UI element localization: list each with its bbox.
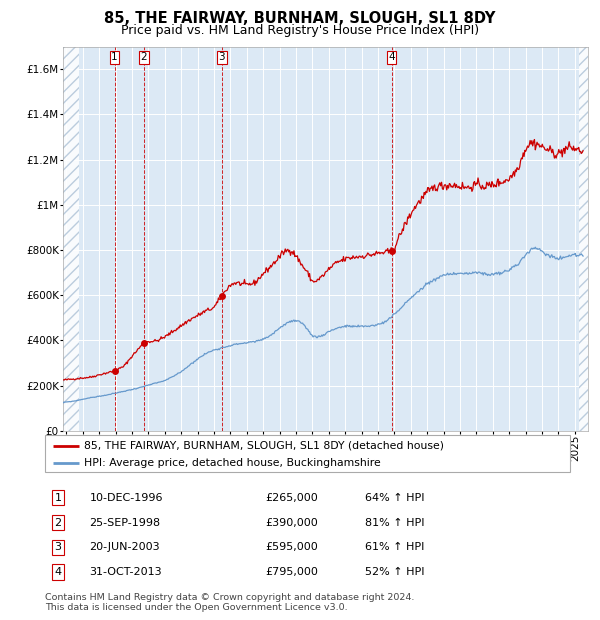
- Text: 1: 1: [111, 52, 118, 62]
- Text: 1: 1: [55, 493, 62, 503]
- Text: Contains HM Land Registry data © Crown copyright and database right 2024.: Contains HM Land Registry data © Crown c…: [45, 593, 415, 602]
- Text: 4: 4: [388, 52, 395, 62]
- Text: 61% ↑ HPI: 61% ↑ HPI: [365, 542, 425, 552]
- Text: £795,000: £795,000: [265, 567, 319, 577]
- Text: 2: 2: [55, 518, 62, 528]
- Text: This data is licensed under the Open Government Licence v3.0.: This data is licensed under the Open Gov…: [45, 603, 347, 612]
- FancyBboxPatch shape: [45, 435, 570, 472]
- Text: 10-DEC-1996: 10-DEC-1996: [89, 493, 163, 503]
- Bar: [579, 46, 588, 431]
- Text: 85, THE FAIRWAY, BURNHAM, SLOUGH, SL1 8DY (detached house): 85, THE FAIRWAY, BURNHAM, SLOUGH, SL1 8D…: [85, 441, 445, 451]
- Text: HPI: Average price, detached house, Buckinghamshire: HPI: Average price, detached house, Buck…: [85, 458, 381, 468]
- Text: 64% ↑ HPI: 64% ↑ HPI: [365, 493, 425, 503]
- Text: 4: 4: [55, 567, 62, 577]
- Text: 2: 2: [140, 52, 147, 62]
- Text: 25-SEP-1998: 25-SEP-1998: [89, 518, 161, 528]
- Text: 81% ↑ HPI: 81% ↑ HPI: [365, 518, 425, 528]
- Text: 31-OCT-2013: 31-OCT-2013: [89, 567, 162, 577]
- Text: 85, THE FAIRWAY, BURNHAM, SLOUGH, SL1 8DY: 85, THE FAIRWAY, BURNHAM, SLOUGH, SL1 8D…: [104, 11, 496, 26]
- Text: £265,000: £265,000: [265, 493, 318, 503]
- Text: Price paid vs. HM Land Registry's House Price Index (HPI): Price paid vs. HM Land Registry's House …: [121, 24, 479, 37]
- Text: 20-JUN-2003: 20-JUN-2003: [89, 542, 160, 552]
- Text: 3: 3: [218, 52, 225, 62]
- Text: £595,000: £595,000: [265, 542, 318, 552]
- Text: £390,000: £390,000: [265, 518, 318, 528]
- Text: 52% ↑ HPI: 52% ↑ HPI: [365, 567, 425, 577]
- Bar: [63, 46, 79, 431]
- Text: 3: 3: [55, 542, 62, 552]
